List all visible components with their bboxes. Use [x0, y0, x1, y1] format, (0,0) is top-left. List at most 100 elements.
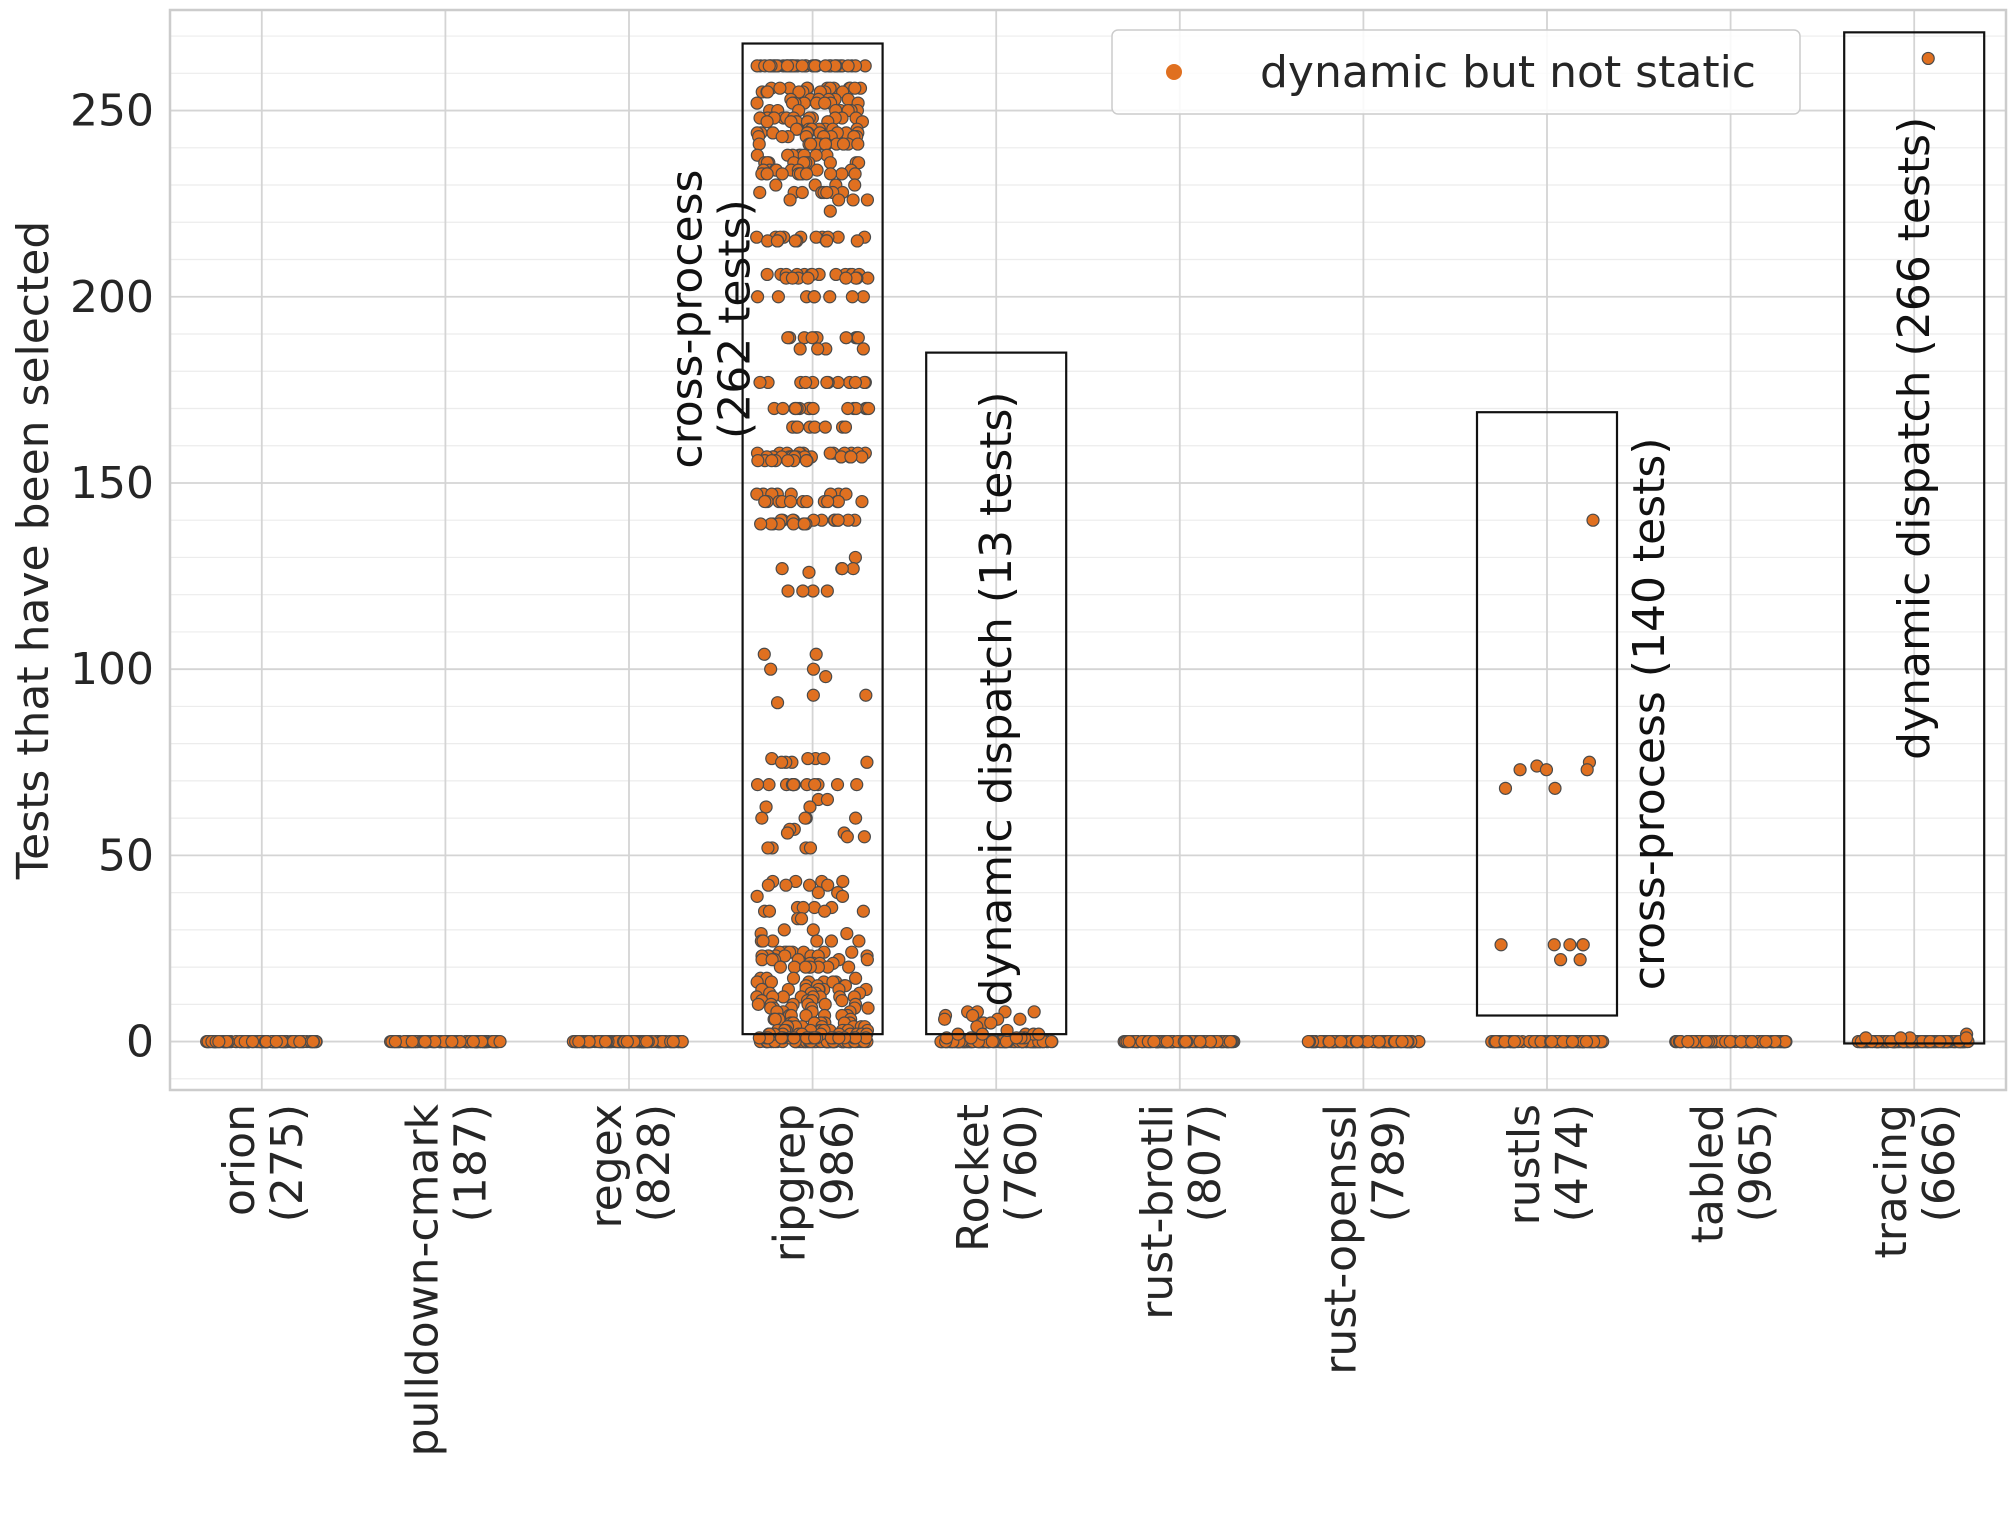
data-point	[1565, 1034, 1580, 1049]
data-point	[797, 517, 811, 531]
data-point	[830, 778, 845, 792]
data-point	[640, 1034, 654, 1049]
data-point	[775, 130, 789, 144]
data-point	[1494, 938, 1508, 952]
data-point	[1933, 1034, 1947, 1049]
data-point	[811, 342, 825, 356]
legend-marker	[1166, 64, 1182, 80]
data-point	[966, 1008, 980, 1023]
strip-tracing	[1851, 51, 1975, 1049]
data-point	[1576, 938, 1590, 952]
data-point	[1044, 1034, 1059, 1049]
data-point	[835, 994, 849, 1008]
data-point	[820, 375, 834, 390]
data-point	[760, 115, 774, 129]
data-point	[799, 375, 813, 390]
data-point	[845, 290, 859, 304]
data-point	[760, 167, 774, 181]
data-point	[1547, 938, 1561, 952]
data-point	[938, 1012, 952, 1026]
data-point	[768, 1012, 782, 1026]
data-point	[848, 81, 862, 95]
data-point	[773, 960, 788, 974]
data-point	[861, 401, 876, 416]
data-point	[1545, 1034, 1559, 1049]
data-point	[753, 375, 767, 390]
data-point	[848, 178, 862, 192]
data-point	[860, 953, 874, 967]
y-axis-label: Tests that have been selected	[8, 221, 59, 881]
data-point	[1563, 938, 1577, 952]
data-point	[752, 137, 766, 151]
data-point	[761, 878, 775, 892]
data-point	[848, 971, 863, 985]
data-point	[765, 454, 779, 468]
data-point	[780, 59, 795, 73]
data-point	[245, 1034, 260, 1049]
data-point	[787, 960, 802, 974]
data-point	[806, 688, 820, 702]
data-point	[821, 878, 835, 892]
data-point	[750, 96, 764, 110]
data-point	[811, 886, 825, 900]
data-point	[985, 1034, 999, 1049]
data-point	[1498, 781, 1513, 795]
data-point	[776, 401, 790, 416]
data-point	[808, 778, 822, 792]
x-axis-ticks: orion(275) pulldown-cmark(187) regex(828) r…	[214, 1103, 1965, 1456]
data-point	[1580, 763, 1594, 777]
data-point	[1193, 1034, 1207, 1049]
data-point	[750, 889, 764, 903]
data-point	[762, 778, 776, 792]
data-point	[1573, 953, 1587, 967]
data-point	[783, 494, 798, 509]
data-point	[759, 800, 773, 814]
data-point	[466, 1034, 480, 1049]
data-point	[1681, 1034, 1695, 1049]
data-point	[810, 934, 824, 948]
data-point	[804, 137, 818, 151]
data-point	[1586, 513, 1600, 527]
data-point	[856, 342, 870, 356]
data-point	[1350, 1034, 1364, 1049]
x-tick-label-tracing: tracing(666)	[1866, 1104, 1965, 1259]
data-point	[1372, 1034, 1386, 1049]
x-tick-label-rust-openssl: rust-openssl(789)	[1315, 1104, 1414, 1375]
data-point	[598, 1034, 613, 1049]
minor-grid	[170, 35, 2006, 1080]
plot-frame	[168, 8, 2008, 1092]
data-point	[799, 960, 813, 974]
data-point	[841, 401, 855, 416]
data-point	[1147, 1034, 1161, 1049]
data-point	[844, 450, 858, 464]
data-point	[794, 912, 809, 926]
data-point	[1699, 1034, 1713, 1049]
data-point	[1122, 1034, 1136, 1049]
y-tick-label: 50	[98, 830, 154, 881]
data-point	[806, 662, 821, 676]
x-tick-label-regex: regex(828)	[581, 1104, 680, 1228]
data-point	[793, 342, 807, 356]
legend-entry-label: dynamic but not static	[1260, 47, 1756, 98]
data-point	[1959, 1031, 1973, 1045]
data-point	[1334, 1034, 1348, 1049]
data-point	[1322, 1034, 1337, 1049]
data-point	[760, 267, 774, 282]
data-point	[820, 792, 835, 807]
data-point	[751, 454, 765, 468]
annotation-box-Rocket	[925, 351, 1068, 1036]
data-point	[790, 420, 805, 434]
annotation-box-rustls	[1475, 411, 1619, 1017]
data-point	[819, 670, 833, 684]
data-point	[1027, 1005, 1041, 1019]
data-point	[984, 1016, 998, 1030]
y-tick-label: 250	[70, 86, 154, 137]
data-point	[861, 1001, 875, 1015]
data-point	[786, 517, 801, 531]
data-point	[751, 997, 765, 1011]
data-point	[839, 271, 853, 285]
data-point	[821, 494, 835, 509]
data-point	[850, 778, 864, 792]
